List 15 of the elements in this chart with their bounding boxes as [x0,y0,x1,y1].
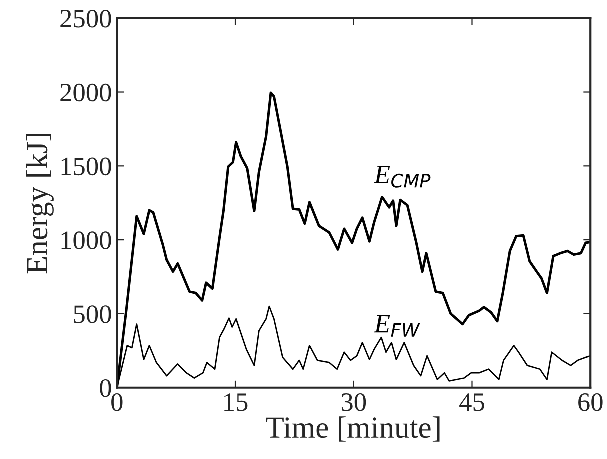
y-tick-label: 2500 [60,10,112,28]
x-axis-title: Time [minute] [266,416,440,442]
y-tick-label: 1500 [62,158,112,176]
x-tick-label: 0 [112,393,123,412]
series-label: E$_{CMP}$ [374,166,431,188]
x-tick-label: 60 [578,393,603,412]
series-label: E$_{FW}$ [374,315,420,337]
y-tick-label: 500 [74,306,112,324]
y-tick-label: 0 [100,379,112,398]
y-tick-label: 2000 [60,84,112,102]
x-tick-label: 45 [460,394,484,412]
x-tick-label: 30 [342,393,366,412]
y-tick-label: 1000 [62,232,112,250]
x-tick-label: 15 [224,394,248,412]
y-axis-title: Energy [kJ] [26,134,54,274]
